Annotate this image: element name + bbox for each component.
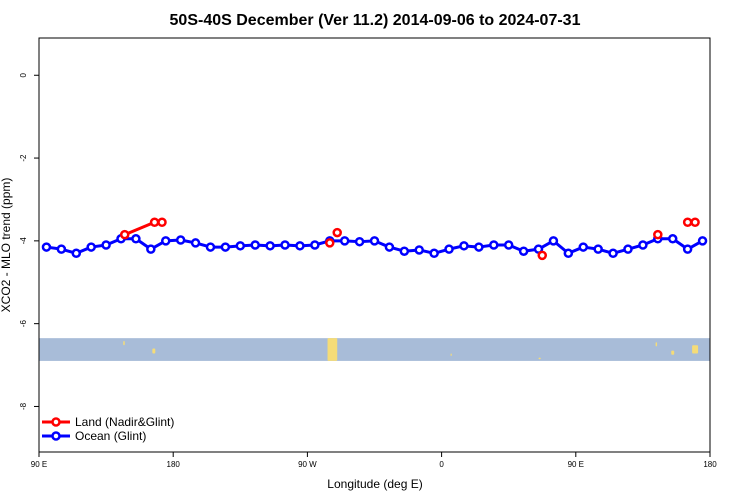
ocean-data-point xyxy=(310,240,320,250)
x-axis: 90 E 180 90 W 0 90 E 180 xyxy=(31,452,717,469)
ocean-data-point xyxy=(667,234,678,244)
x-tick-label: 90 E xyxy=(568,460,584,469)
ocean-data-point xyxy=(489,240,499,250)
land-patch xyxy=(655,342,658,347)
ocean-data-point xyxy=(146,244,156,254)
ocean-data-point xyxy=(563,248,574,259)
y-axis: 0 -2 -4 -6 -8 xyxy=(19,72,39,410)
land-data-point xyxy=(653,229,663,240)
ocean-data-point xyxy=(101,240,111,250)
ocean-data-point xyxy=(578,242,589,252)
map-strip xyxy=(39,338,710,361)
ocean-data-point xyxy=(354,236,365,247)
land-data-point xyxy=(690,217,700,227)
ocean-data-point xyxy=(414,245,424,255)
y-tick-label: -4 xyxy=(19,237,28,245)
ocean-data-point xyxy=(682,244,693,254)
ocean-band xyxy=(39,338,710,361)
land-patch xyxy=(450,353,452,356)
ocean-data-point xyxy=(220,242,231,252)
ocean-data-point xyxy=(697,236,708,246)
legend-entry-label: Land (Nadir&Glint) xyxy=(75,415,174,429)
land-patch xyxy=(671,350,675,355)
ocean-data-point xyxy=(623,244,633,254)
x-axis-label: Longitude (deg E) xyxy=(327,477,422,491)
ocean-data-point xyxy=(250,240,260,250)
ocean-data-point xyxy=(399,246,410,256)
plot-frame xyxy=(38,37,711,453)
land-patch xyxy=(327,338,338,361)
x-tick-label: 90 W xyxy=(298,460,317,469)
legend: Land (Nadir&Glint)Ocean (Glint) xyxy=(42,415,174,443)
ocean-data-point xyxy=(265,241,275,251)
ocean-data-point xyxy=(518,246,529,256)
legend-swatch-marker xyxy=(51,417,61,427)
land-data-point xyxy=(332,227,342,238)
land-patch xyxy=(123,341,125,346)
ocean-data-point xyxy=(295,241,305,251)
ocean-data-point xyxy=(131,234,141,244)
y-tick-label: -8 xyxy=(19,402,28,410)
land-data-point xyxy=(119,229,130,240)
ocean-data-point xyxy=(160,236,171,246)
ocean-data-point xyxy=(175,235,186,245)
y-axis-label: XCO2 - MLO trend (ppm) xyxy=(0,178,13,313)
legend-entry-label: Ocean (Glint) xyxy=(75,429,146,443)
ocean-data-point xyxy=(339,236,350,246)
y-tick-label: -2 xyxy=(19,154,28,162)
land-data-point xyxy=(149,217,160,227)
land-data-point xyxy=(325,238,335,248)
series-layer xyxy=(41,217,708,261)
ocean-data-point xyxy=(503,240,514,250)
ocean-data-point xyxy=(235,241,246,251)
ocean-data-point xyxy=(190,238,201,248)
land-patch xyxy=(152,348,156,354)
ocean-data-point xyxy=(369,236,380,246)
x-tick-label: 180 xyxy=(167,460,181,469)
ocean-data-point xyxy=(56,244,67,254)
x-tick-label: 0 xyxy=(439,460,444,469)
x-tick-label: 90 E xyxy=(31,460,47,469)
legend-swatch-marker xyxy=(51,431,61,441)
y-tick-label: -6 xyxy=(19,320,28,328)
ocean-data-point xyxy=(459,241,469,251)
ocean-data-point xyxy=(608,248,618,259)
ocean-data-point xyxy=(384,242,395,252)
ocean-data-point xyxy=(593,244,603,254)
ocean-data-point xyxy=(638,240,648,250)
land-patch xyxy=(692,345,699,354)
y-tick-label: 0 xyxy=(19,72,28,77)
ocean-data-point xyxy=(71,248,82,259)
ocean-data-point xyxy=(444,244,454,254)
land-patch xyxy=(538,357,541,360)
ocean-data-point xyxy=(548,236,559,246)
chart-title: 50S-40S December (Ver 11.2) 2014-09-06 t… xyxy=(170,12,581,29)
land-data-point xyxy=(682,217,693,227)
ocean-data-point xyxy=(280,240,290,250)
land-data-point xyxy=(157,217,167,227)
ocean-data-point xyxy=(41,242,52,252)
land-data-point xyxy=(537,250,547,261)
ocean-data-point xyxy=(86,242,96,252)
ocean-data-point xyxy=(205,242,216,252)
ocean-data-point xyxy=(429,248,439,259)
ocean-data-point xyxy=(474,242,484,252)
x-tick-label: 180 xyxy=(703,460,717,469)
